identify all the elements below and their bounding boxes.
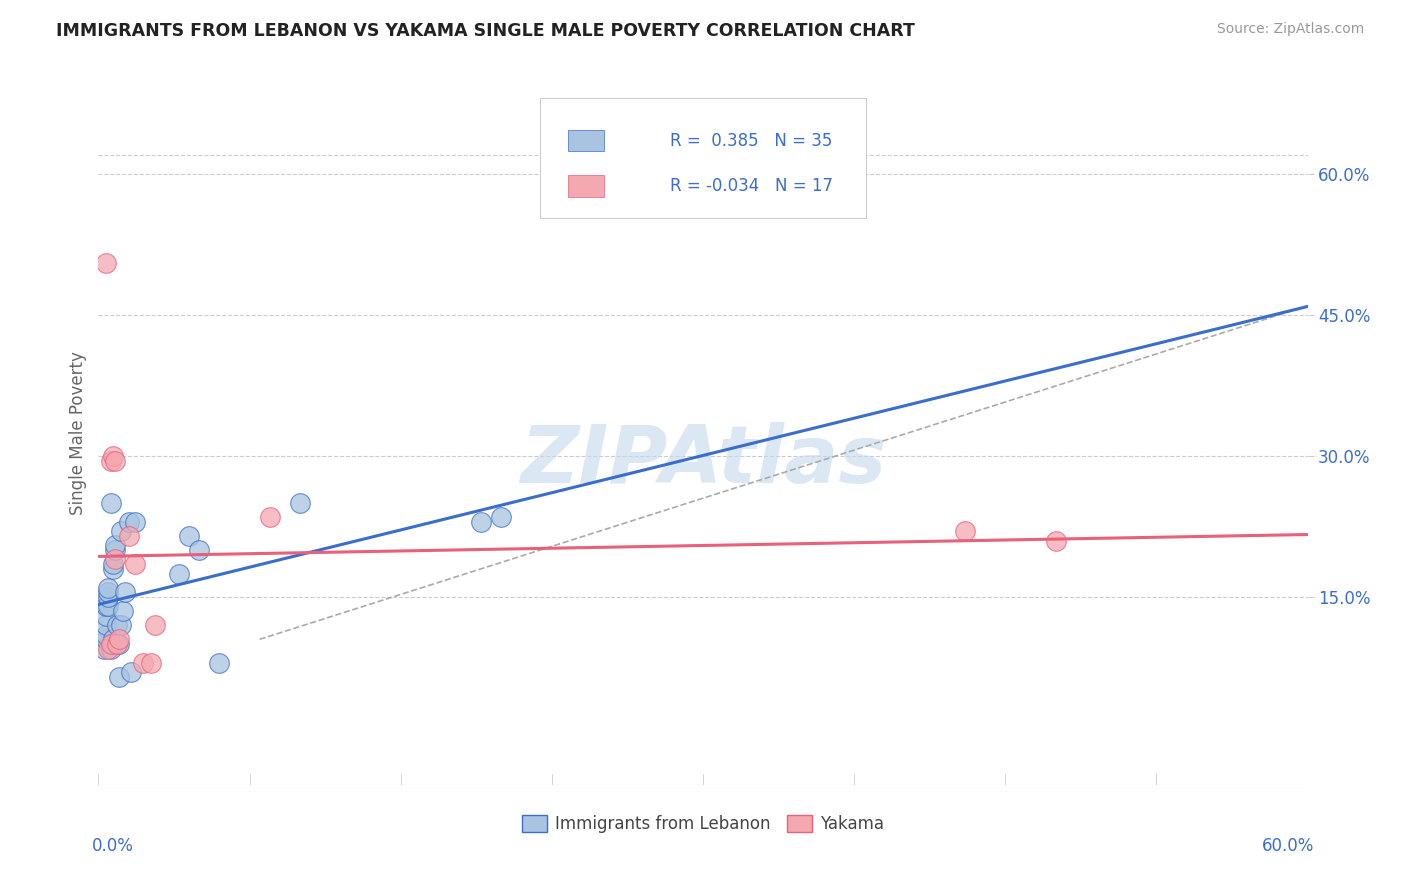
Point [120,665,142,680]
Point [100,637,122,651]
Text: Source: ZipAtlas.com: Source: ZipAtlas.com [1216,22,1364,37]
Point [118,529,141,543]
Point [288,496,311,510]
Point [132,656,155,670]
Point [103,552,125,566]
Point [110,618,132,632]
Bar [568,176,603,196]
Point [491,510,513,524]
FancyBboxPatch shape [540,98,866,218]
Point [93,641,115,656]
Point [96,627,118,641]
Text: ZIPAtlas: ZIPAtlas [520,422,886,500]
Point [97,599,120,614]
Point [101,637,124,651]
Point [953,524,976,539]
Point [100,454,122,468]
Point [143,618,166,632]
Point [96,599,118,614]
Point [259,510,281,524]
Point [101,449,124,463]
Point [470,515,492,529]
Point [97,641,120,656]
Point [103,543,125,558]
Point [167,566,190,581]
Point [1045,533,1067,548]
Point [100,496,122,510]
Point [96,608,118,623]
Point [101,557,124,571]
Point [107,637,129,651]
Point [96,618,118,632]
Text: R =  0.385   N = 35: R = 0.385 N = 35 [671,132,832,150]
Point [105,618,128,632]
Point [103,538,125,552]
Legend: Immigrants from Lebanon, Yakama: Immigrants from Lebanon, Yakama [515,808,891,840]
Point [124,515,146,529]
Point [100,641,122,656]
Point [96,632,118,647]
Point [107,670,129,684]
Point [97,581,120,595]
Point [114,585,136,599]
Point [139,656,162,670]
Point [111,604,134,618]
Point [208,656,231,670]
Point [101,632,124,647]
Point [110,524,132,539]
Text: 0.0%: 0.0% [91,837,134,855]
Point [124,557,146,571]
Point [105,637,128,651]
Point [101,562,124,576]
Point [107,632,129,647]
Point [118,515,141,529]
Text: 60.0%: 60.0% [1263,837,1315,855]
Point [103,454,125,468]
Y-axis label: Single Male Poverty: Single Male Poverty [69,351,87,515]
Text: IMMIGRANTS FROM LEBANON VS YAKAMA SINGLE MALE POVERTY CORRELATION CHART: IMMIGRANTS FROM LEBANON VS YAKAMA SINGLE… [56,22,915,40]
Point [97,590,120,604]
Point [188,543,211,558]
Point [96,256,118,270]
Point [97,585,120,599]
Bar [568,130,603,152]
Text: R = -0.034   N = 17: R = -0.034 N = 17 [671,177,834,195]
Point [179,529,201,543]
